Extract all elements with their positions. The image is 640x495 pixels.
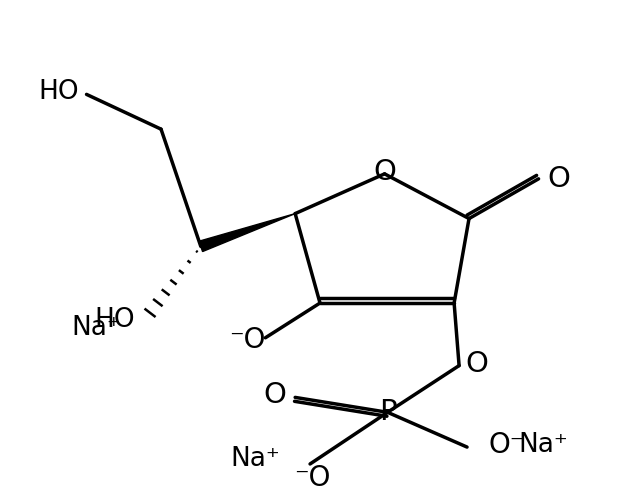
Polygon shape bbox=[199, 214, 295, 251]
Text: P: P bbox=[379, 398, 396, 426]
Text: Na⁺: Na⁺ bbox=[230, 446, 280, 472]
Text: Na⁺: Na⁺ bbox=[72, 315, 122, 341]
Text: O: O bbox=[264, 382, 287, 409]
Text: ⁻O: ⁻O bbox=[294, 464, 330, 492]
Text: HO: HO bbox=[38, 79, 79, 105]
Text: HO: HO bbox=[94, 307, 134, 333]
Text: O⁻: O⁻ bbox=[489, 431, 525, 459]
Text: O: O bbox=[373, 158, 396, 186]
Text: ⁻O: ⁻O bbox=[229, 326, 266, 354]
Text: O: O bbox=[547, 165, 570, 193]
Text: Na⁺: Na⁺ bbox=[518, 432, 568, 458]
Text: O: O bbox=[465, 349, 488, 378]
